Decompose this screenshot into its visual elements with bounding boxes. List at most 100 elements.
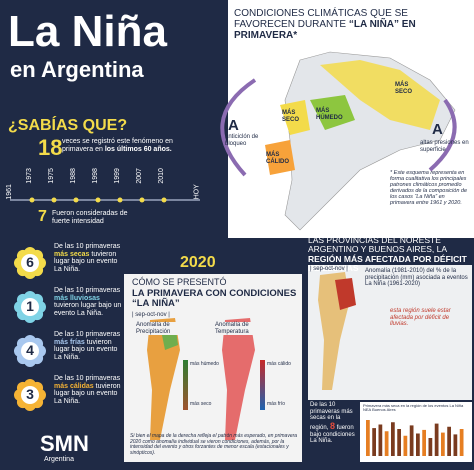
bar [422,429,426,456]
season-number: 4 [26,342,34,358]
scale [183,360,188,410]
bar [459,429,464,456]
text: tuvieron lugar bajo un evento La Niña. [54,382,121,406]
arrow [220,78,257,177]
strong-text: Fueron consideradas de fuerte intensidad [52,210,128,225]
title: La Niña [8,7,167,56]
map-label: MÁS SECO [395,82,413,95]
bar [434,423,439,456]
high-letter: A [432,121,443,138]
timeline-start: 1961 [5,184,13,200]
season-number: 3 [26,386,34,402]
region-note: esta región suele estar afectada por déf… [390,308,451,328]
text: De las 10 primaveras [54,331,121,338]
conditions-note: * Este esquema representa en forma cuali… [390,170,468,207]
map-precip [147,318,180,440]
timeline-year: 2010 [157,168,165,184]
timeline-year: 1999 [113,168,121,184]
facts-count: 18 [38,135,63,160]
high-text: altas presiones en superficie [420,140,469,153]
text: De las 10 primaveras [54,375,121,382]
timeline-dot [139,197,145,203]
timeline-dot [73,197,79,203]
year-band [124,250,302,274]
text: REGIÓN MÁS AFECTADA POR DÉFICIT DE LLUVI… [308,253,467,274]
text: De las 10 primaveras [54,243,121,250]
map-label: MÁS HÚMEDO [316,108,343,121]
text: tuvieron lugar bajo un evento La Niña. [54,302,122,318]
period: | sep-oct-nov | [310,266,348,272]
season-number: 6 [26,254,34,270]
scale-label: más húmedo [190,361,219,367]
bar [391,422,395,456]
flower-center [21,386,39,404]
text: más lluviosas [54,294,100,302]
high-text: anticiclón de bloqueo [225,134,259,147]
scale-label: más frío [267,401,286,407]
timeline-dot [29,197,35,203]
logo: SMN [40,431,89,456]
dry-area [280,100,310,135]
timeline-year: 1973 [25,168,33,184]
text: LAS PROVINCIAS DEL NORESTE ARGENTINO Y B… [308,235,447,255]
lead: CÓMO SE PRESENTÓ [132,277,227,287]
map-temp [222,318,255,440]
season-text: De las 10 primaveras más cálidas tuviero… [54,375,122,406]
bar [447,426,451,456]
text: 8 [330,420,336,431]
legend: Anomalía (1981-2010) del % de la precipi… [365,268,468,288]
text: tuvieron lugar bajo un evento La Niña. [54,338,118,362]
provinces-title: LAS PROVINCIAS DEL NORESTE ARGENTINO Y B… [308,235,472,274]
scale [260,360,265,410]
timeline-dot [51,197,57,203]
period: | sep-oct-nov | [132,312,170,318]
season-text: De las 10 primaveras más secas tuvieron … [54,243,122,274]
spring-note: Si bien el mapa de la derecha refleja el… [130,433,298,456]
bar [441,432,445,456]
high-letter: A [228,117,239,134]
map-label: MÁS SECO [282,110,300,123]
map-label: MÁS CÁLIDO [266,152,289,165]
scale-label: más seco [190,401,212,407]
season-text: De las 10 primaveras más lluviosas tuvie… [54,287,122,318]
map-title: Anomalía de Temperatura [215,322,270,336]
strong-count: 7 [38,208,47,225]
map-title: Anomalía de Precipitación [136,322,191,336]
text: más secas [54,250,90,258]
bar [378,424,383,456]
scale-label: más cálido [267,361,291,367]
stat: De las 10 primaveras más secas en la reg… [310,402,358,445]
timeline-year: 1975 [47,168,55,184]
wet-area [310,95,355,130]
logo-country: Argentina [44,456,74,463]
flower-center [21,254,39,272]
season-text: De las 10 primaveras más frías tuvieron … [54,331,122,362]
bar [366,420,370,456]
season-number: 1 [26,298,34,314]
timeline-year: 2007 [135,168,143,184]
bar [409,425,414,456]
facts-heading: ¿SABÍAS QUE? [8,117,128,134]
timeline-dot [117,197,123,203]
text: veces se registró este fenómeno en prima… [62,138,173,153]
text: tuvieron lugar bajo un evento La Niña. [54,250,118,274]
text: CONDICIONES CLIMÁTICAS QUE SE FAVORECEN … [234,8,408,30]
facts-text: veces se registró este fenómeno en prima… [62,138,197,153]
timeline-year: 1988 [69,168,77,184]
text: “LA NIÑA” EN PRIMAVERA* [234,19,416,41]
chart-title: Primavera más seca en la región de los e… [363,403,464,413]
bar [372,428,376,456]
text: fueron bajo condiciones La Niña. [310,424,355,445]
flower-center [21,342,39,360]
map-region [335,278,356,310]
spring-heading: LA PRIMAVERA CON CONDICIONES “LA NIÑA” [132,288,297,310]
year: 2020 [180,254,216,271]
timeline-year: 1998 [91,168,99,184]
text: los últimos 60 años. [104,145,172,153]
bar [384,431,389,456]
timeline-end: HOY [193,184,201,200]
bar [428,438,433,456]
timeline-dot [95,197,101,203]
bar [453,434,458,456]
arrow [428,98,457,172]
